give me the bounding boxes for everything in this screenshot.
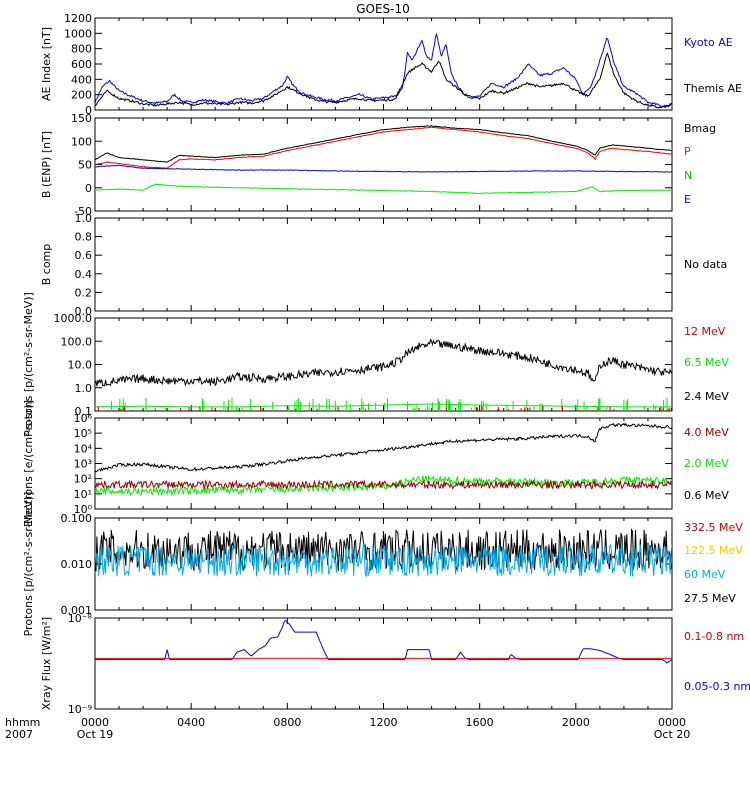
- y-tick-label: 10³: [74, 458, 92, 471]
- y-axis-label: AE Index [nT]: [40, 27, 53, 101]
- y-tick-label: 1000: [64, 27, 92, 40]
- time-tick-label: 0800: [273, 716, 301, 729]
- panel-5: 10⁰ 10¹ 10² 10³ 10⁴ 10⁵ 10⁶ Electrons [e/(cm²-s…: [22, 400, 729, 527]
- time-tick-label: 0400: [177, 716, 205, 729]
- y-tick-label: 0.8: [75, 231, 93, 244]
- series-60-mev: [95, 544, 672, 578]
- legend-entry: 332.5 MeV: [684, 521, 743, 534]
- series-6-5-mev: [95, 403, 672, 408]
- time-tick-label: 1600: [466, 716, 494, 729]
- y-tick-label: 10²: [74, 473, 92, 486]
- series-0-05-0-3-nm: [95, 619, 672, 664]
- y-tick-label: 150: [71, 112, 92, 125]
- time-tick-date: Oct 20: [654, 728, 691, 741]
- time-tick-label: 1200: [370, 716, 398, 729]
- y-tick-label: 100.0: [61, 335, 93, 348]
- legend-entry: 27.5 MeV: [684, 592, 736, 605]
- series-4-0-mev: [95, 479, 672, 490]
- panel-1: 0 200 400 600 800 1000 1200 AE Index [nT] Kyoto …: [40, 12, 742, 117]
- legend-entry: 0.1-0.8 nm: [684, 630, 744, 643]
- y-tick-label: 0.1: [75, 405, 93, 418]
- y-tick-label: 100: [71, 135, 92, 148]
- legend-entry: 0.6 MeV: [684, 489, 729, 502]
- legend-entry: No data: [684, 258, 727, 271]
- panel-2: -50 0 50 100 150 B (ENP) [nT] Bmag PNE: [40, 112, 716, 218]
- y-tick-label: 10⁻⁸: [68, 612, 93, 625]
- time-axis-corner-label-top: hhmm: [5, 716, 40, 729]
- time-tick-label: 2000: [562, 716, 590, 729]
- legend-entry: Bmag: [684, 122, 716, 135]
- y-tick-label: 0.6: [75, 249, 93, 262]
- legend-entry: 0.05-0.3 nm: [684, 680, 750, 693]
- y-tick-label: 10⁵: [74, 427, 92, 440]
- series-p: [95, 126, 672, 169]
- legend-entry: P: [684, 145, 691, 158]
- panel-3: 0.0 0.2 0.4 0.6 0.8 1.0 B comp No data: [40, 212, 727, 318]
- y-tick-label: 0.4: [75, 268, 93, 281]
- panel-frame: [94, 217, 673, 312]
- y-tick-label: 10⁴: [74, 442, 93, 455]
- plot-title: GOES-10: [356, 2, 410, 16]
- legend-entry: 122.5 MeV: [684, 544, 743, 557]
- time-tick-label: 0000: [658, 716, 686, 729]
- legend-entry: 2.0 MeV: [684, 457, 729, 470]
- legend-entry: E: [684, 193, 691, 206]
- y-axis-label: Protons [p/(cm²-s-sr-MeV)]: [22, 492, 35, 637]
- y-tick-label: 0.0: [75, 305, 93, 318]
- y-tick-label: 600: [71, 58, 92, 71]
- legend-entry: Kyoto AE: [684, 36, 733, 49]
- legend-entry: 60 MeV: [684, 568, 726, 581]
- y-tick-label: 50: [78, 159, 92, 172]
- series-n: [95, 164, 672, 173]
- y-tick-label: 0.001: [61, 604, 93, 617]
- series-e: [95, 183, 672, 195]
- y-axis-label: B (ENP) [nT]: [40, 131, 53, 198]
- y-tick-label: 0: [85, 182, 92, 195]
- y-axis-label: Protons [p/(cm²-s-sr-MeV)]: [22, 292, 35, 437]
- legend-entry: 2.4 MeV: [684, 390, 729, 403]
- y-tick-label: 0: [85, 104, 92, 117]
- y-tick-label: 1200: [64, 12, 92, 25]
- panel-6: 0.001 0.010 0.100 Protons [p/(cm²-s-sr-MeV)…: [22, 492, 743, 637]
- series-bmag: [95, 125, 672, 163]
- y-tick-label: 0.010: [61, 558, 93, 571]
- series-2-4-mev: [95, 338, 672, 387]
- time-tick-date: Oct 19: [77, 728, 114, 741]
- y-tick-label: 10.0: [68, 359, 93, 372]
- legend-entry: 4.0 MeV: [684, 426, 729, 439]
- y-tick-label: 1.0: [75, 212, 93, 225]
- y-tick-label: 400: [71, 73, 92, 86]
- time-tick-label: 0000: [81, 716, 109, 729]
- panel-frame: [94, 417, 673, 510]
- series-0-6-mev: [95, 422, 672, 473]
- y-tick-label: 10⁶: [74, 412, 93, 425]
- legend-entry: N: [684, 169, 692, 182]
- y-axis-label: Electrons [e/(cm²-s-sr)]: [22, 400, 35, 527]
- y-axis-label: B comp: [40, 244, 53, 286]
- time-axis-corner-label-bottom: 2007: [5, 728, 33, 741]
- panel-7: 10⁻⁹ 10⁻⁸ Xray Flux [W/m²] 0.1-0.8 nm 0.05-0…: [40, 612, 750, 716]
- legend-entry: 6.5 MeV: [684, 356, 729, 369]
- y-tick-label: 200: [71, 89, 92, 102]
- panel-frame: [94, 617, 673, 710]
- y-tick-label: 1000.0: [54, 312, 93, 325]
- y-tick-label: 800: [71, 43, 92, 56]
- panel-4: 0.1 1.0 10.0 100.0 1000.0 Protons [p/(cm²-s-s…: [22, 292, 729, 437]
- series-themis-ae: [95, 52, 672, 109]
- y-tick-label: 1.0: [75, 382, 93, 395]
- y-tick-label: -50: [74, 205, 92, 218]
- y-tick-label: 0.100: [61, 512, 93, 525]
- legend-entry: Themis AE: [683, 82, 742, 95]
- y-axis-label: Xray Flux [W/m²]: [40, 617, 53, 710]
- y-tick-label: 10⁻⁹: [68, 703, 92, 716]
- legend-entry: 12 MeV: [684, 325, 726, 338]
- y-tick-label: 0.2: [75, 286, 93, 299]
- y-tick-label: 10¹: [74, 488, 92, 501]
- y-tick-label: 10⁰: [74, 503, 93, 516]
- series-kyoto-ae: [95, 32, 672, 108]
